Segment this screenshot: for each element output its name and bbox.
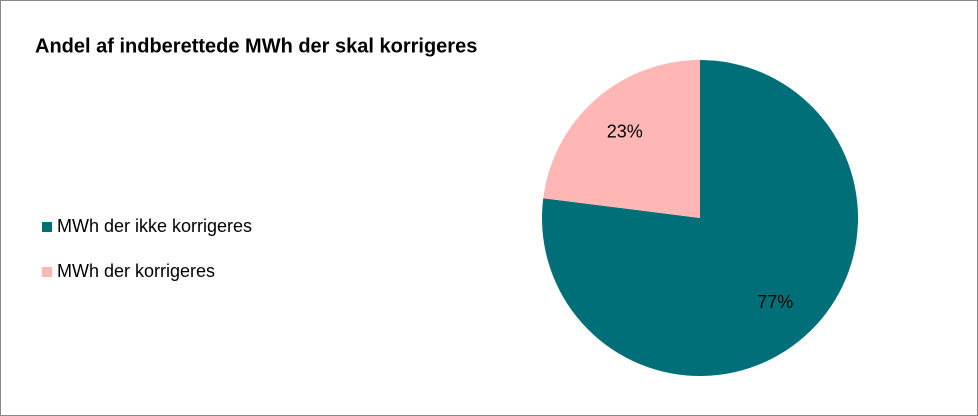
chart-title: Andel af indberettede MWh der skal korri… — [35, 35, 477, 57]
legend-swatch — [42, 222, 52, 232]
pie-slice — [543, 60, 700, 218]
data-label: 23% — [607, 121, 643, 141]
legend-label: MWh der ikke korrigeres — [57, 216, 252, 236]
data-label: 77% — [757, 292, 793, 312]
legend-label: MWh der korrigeres — [57, 261, 215, 281]
pie-slice — [541, 60, 858, 377]
legend-swatch — [42, 267, 52, 277]
